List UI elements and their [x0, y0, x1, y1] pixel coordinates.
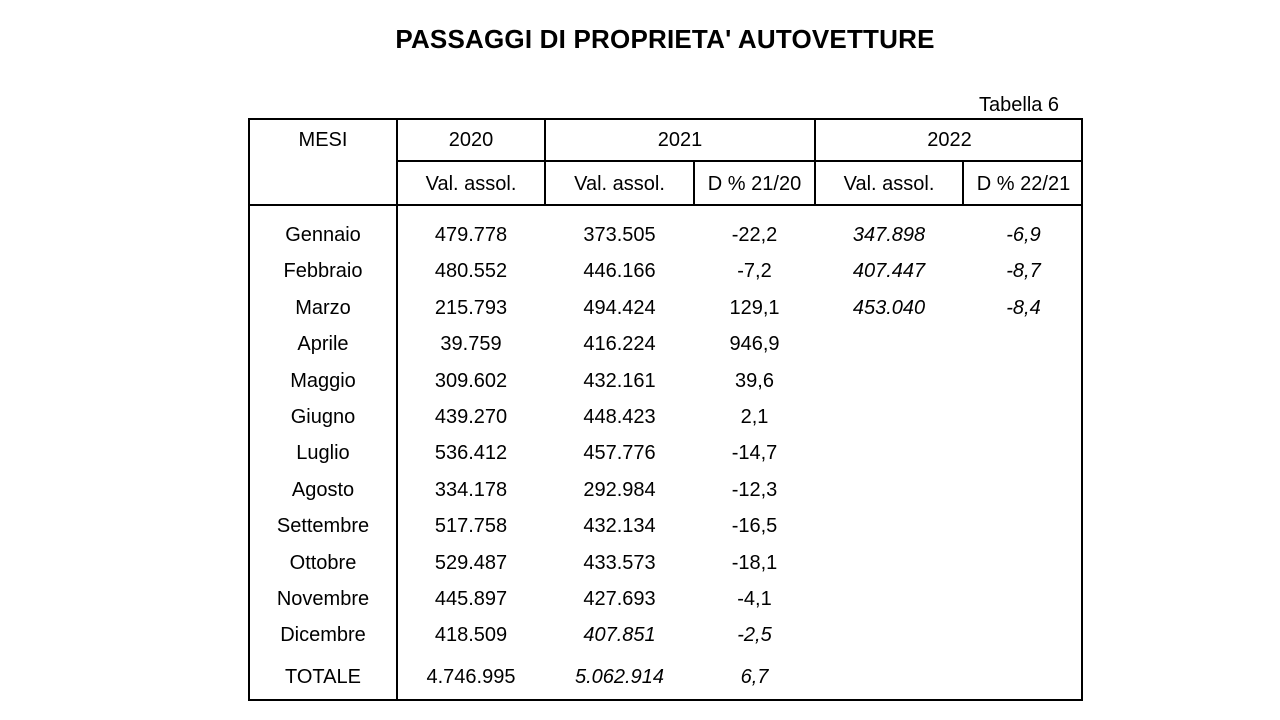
total-label: TOTALE [285, 666, 361, 688]
cell-month: Luglio [296, 442, 350, 465]
col-divider-2022-sub [962, 162, 964, 204]
header-divider-sub [398, 160, 1083, 162]
cell-val-2021: 432.134 [583, 515, 656, 538]
cell-val-2021: 292.984 [583, 478, 656, 501]
cell-val-2020: 215.793 [434, 296, 508, 319]
cell-val-2021: 433.573 [583, 551, 656, 574]
cell-delta-2120: 2,1 [740, 406, 769, 428]
total-val-2021: 5.062.914 [575, 666, 664, 688]
cell-month: Novembre [276, 588, 370, 610]
cell-delta-2221: -8,7 [1006, 260, 1041, 283]
cell-val-2021: 416.224 [583, 333, 656, 356]
cell-delta-2120: -2,5 [737, 624, 772, 647]
cell-val-2021: 457.776 [583, 442, 656, 465]
cell-val-2020: 536.412 [434, 442, 508, 465]
cell-val-2020: 39.759 [440, 333, 502, 356]
cell-month: Settembre [276, 515, 370, 538]
cell-val-2021: 432.161 [583, 369, 656, 392]
cell-month: Maggio [290, 369, 356, 392]
cell-month: Aprile [297, 333, 349, 356]
total-delta-2120: 6,7 [740, 666, 769, 688]
page-title: PASSAGGI DI PROPRIETA' AUTOVETTURE [395, 24, 935, 54]
cell-month: Ottobre [289, 551, 357, 574]
data-table: MESI 2020 2021 2022 Val. assol. Val. ass… [248, 118, 1083, 701]
header-year-2022: 2022 [927, 129, 972, 151]
cell-val-2021: 446.166 [583, 260, 656, 283]
cell-val-2022: 453.040 [852, 296, 926, 319]
subheader-val-2021: Val. assol. [574, 173, 665, 195]
subheader-delta-2221: D % 22/21 [976, 173, 1071, 195]
cell-delta-2120: -7,2 [737, 260, 772, 283]
subheader-val-2020: Val. assol. [425, 173, 517, 195]
cell-delta-2120: 129,1 [729, 296, 780, 319]
cell-month: Dicembre [280, 624, 366, 647]
header-year-2021: 2021 [657, 129, 703, 151]
cell-val-2020: 480.552 [434, 260, 508, 283]
cell-val-2020: 309.602 [434, 369, 508, 392]
cell-val-2020: 445.897 [434, 588, 508, 610]
cell-val-2021: 407.851 [583, 624, 656, 647]
cell-val-2020: 479.778 [434, 224, 508, 246]
cell-delta-2120: -12,3 [731, 478, 778, 501]
cell-val-2020: 418.509 [434, 624, 508, 647]
cell-val-2020: 517.758 [434, 515, 508, 538]
header-divider-bottom [250, 204, 1083, 206]
col-divider-2021-sub [693, 162, 695, 204]
table-label: Tabella 6 [979, 94, 1060, 116]
cell-delta-2120: -16,5 [731, 515, 778, 538]
cell-month: Agosto [291, 478, 355, 501]
header-mesi: MESI [298, 129, 348, 151]
col-divider-mesi [396, 120, 398, 701]
cell-delta-2120: -14,7 [731, 442, 778, 465]
cell-month: Febbraio [283, 260, 363, 283]
subheader-delta-2120: D % 21/20 [707, 173, 802, 195]
subheader-val-2022: Val. assol. [843, 173, 935, 195]
cell-delta-2221: -6,9 [1006, 224, 1041, 246]
cell-month: Gennaio [285, 224, 361, 246]
cell-val-2021: 494.424 [583, 296, 656, 319]
cell-delta-2120: -18,1 [731, 551, 778, 574]
header-year-2020: 2020 [448, 129, 494, 151]
cell-val-2021: 427.693 [583, 588, 656, 610]
cell-val-2020: 334.178 [434, 478, 508, 501]
cell-month: Marzo [295, 296, 351, 319]
cell-val-2022: 347.898 [852, 224, 926, 246]
cell-val-2020: 439.270 [434, 406, 508, 428]
cell-delta-2120: 39,6 [735, 369, 774, 392]
col-divider-2020 [544, 120, 546, 204]
cell-delta-2120: -4,1 [737, 588, 772, 610]
cell-val-2022: 407.447 [852, 260, 926, 283]
cell-delta-2120: 946,9 [729, 333, 780, 356]
cell-delta-2120: -22,2 [731, 224, 778, 246]
cell-val-2020: 529.487 [434, 551, 508, 574]
col-divider-2021 [814, 120, 816, 204]
total-val-2020: 4.746.995 [426, 666, 516, 688]
cell-delta-2221: -8,4 [1006, 296, 1041, 319]
cell-val-2021: 448.423 [583, 406, 656, 428]
cell-month: Giugno [290, 406, 356, 428]
cell-val-2021: 373.505 [583, 224, 656, 246]
